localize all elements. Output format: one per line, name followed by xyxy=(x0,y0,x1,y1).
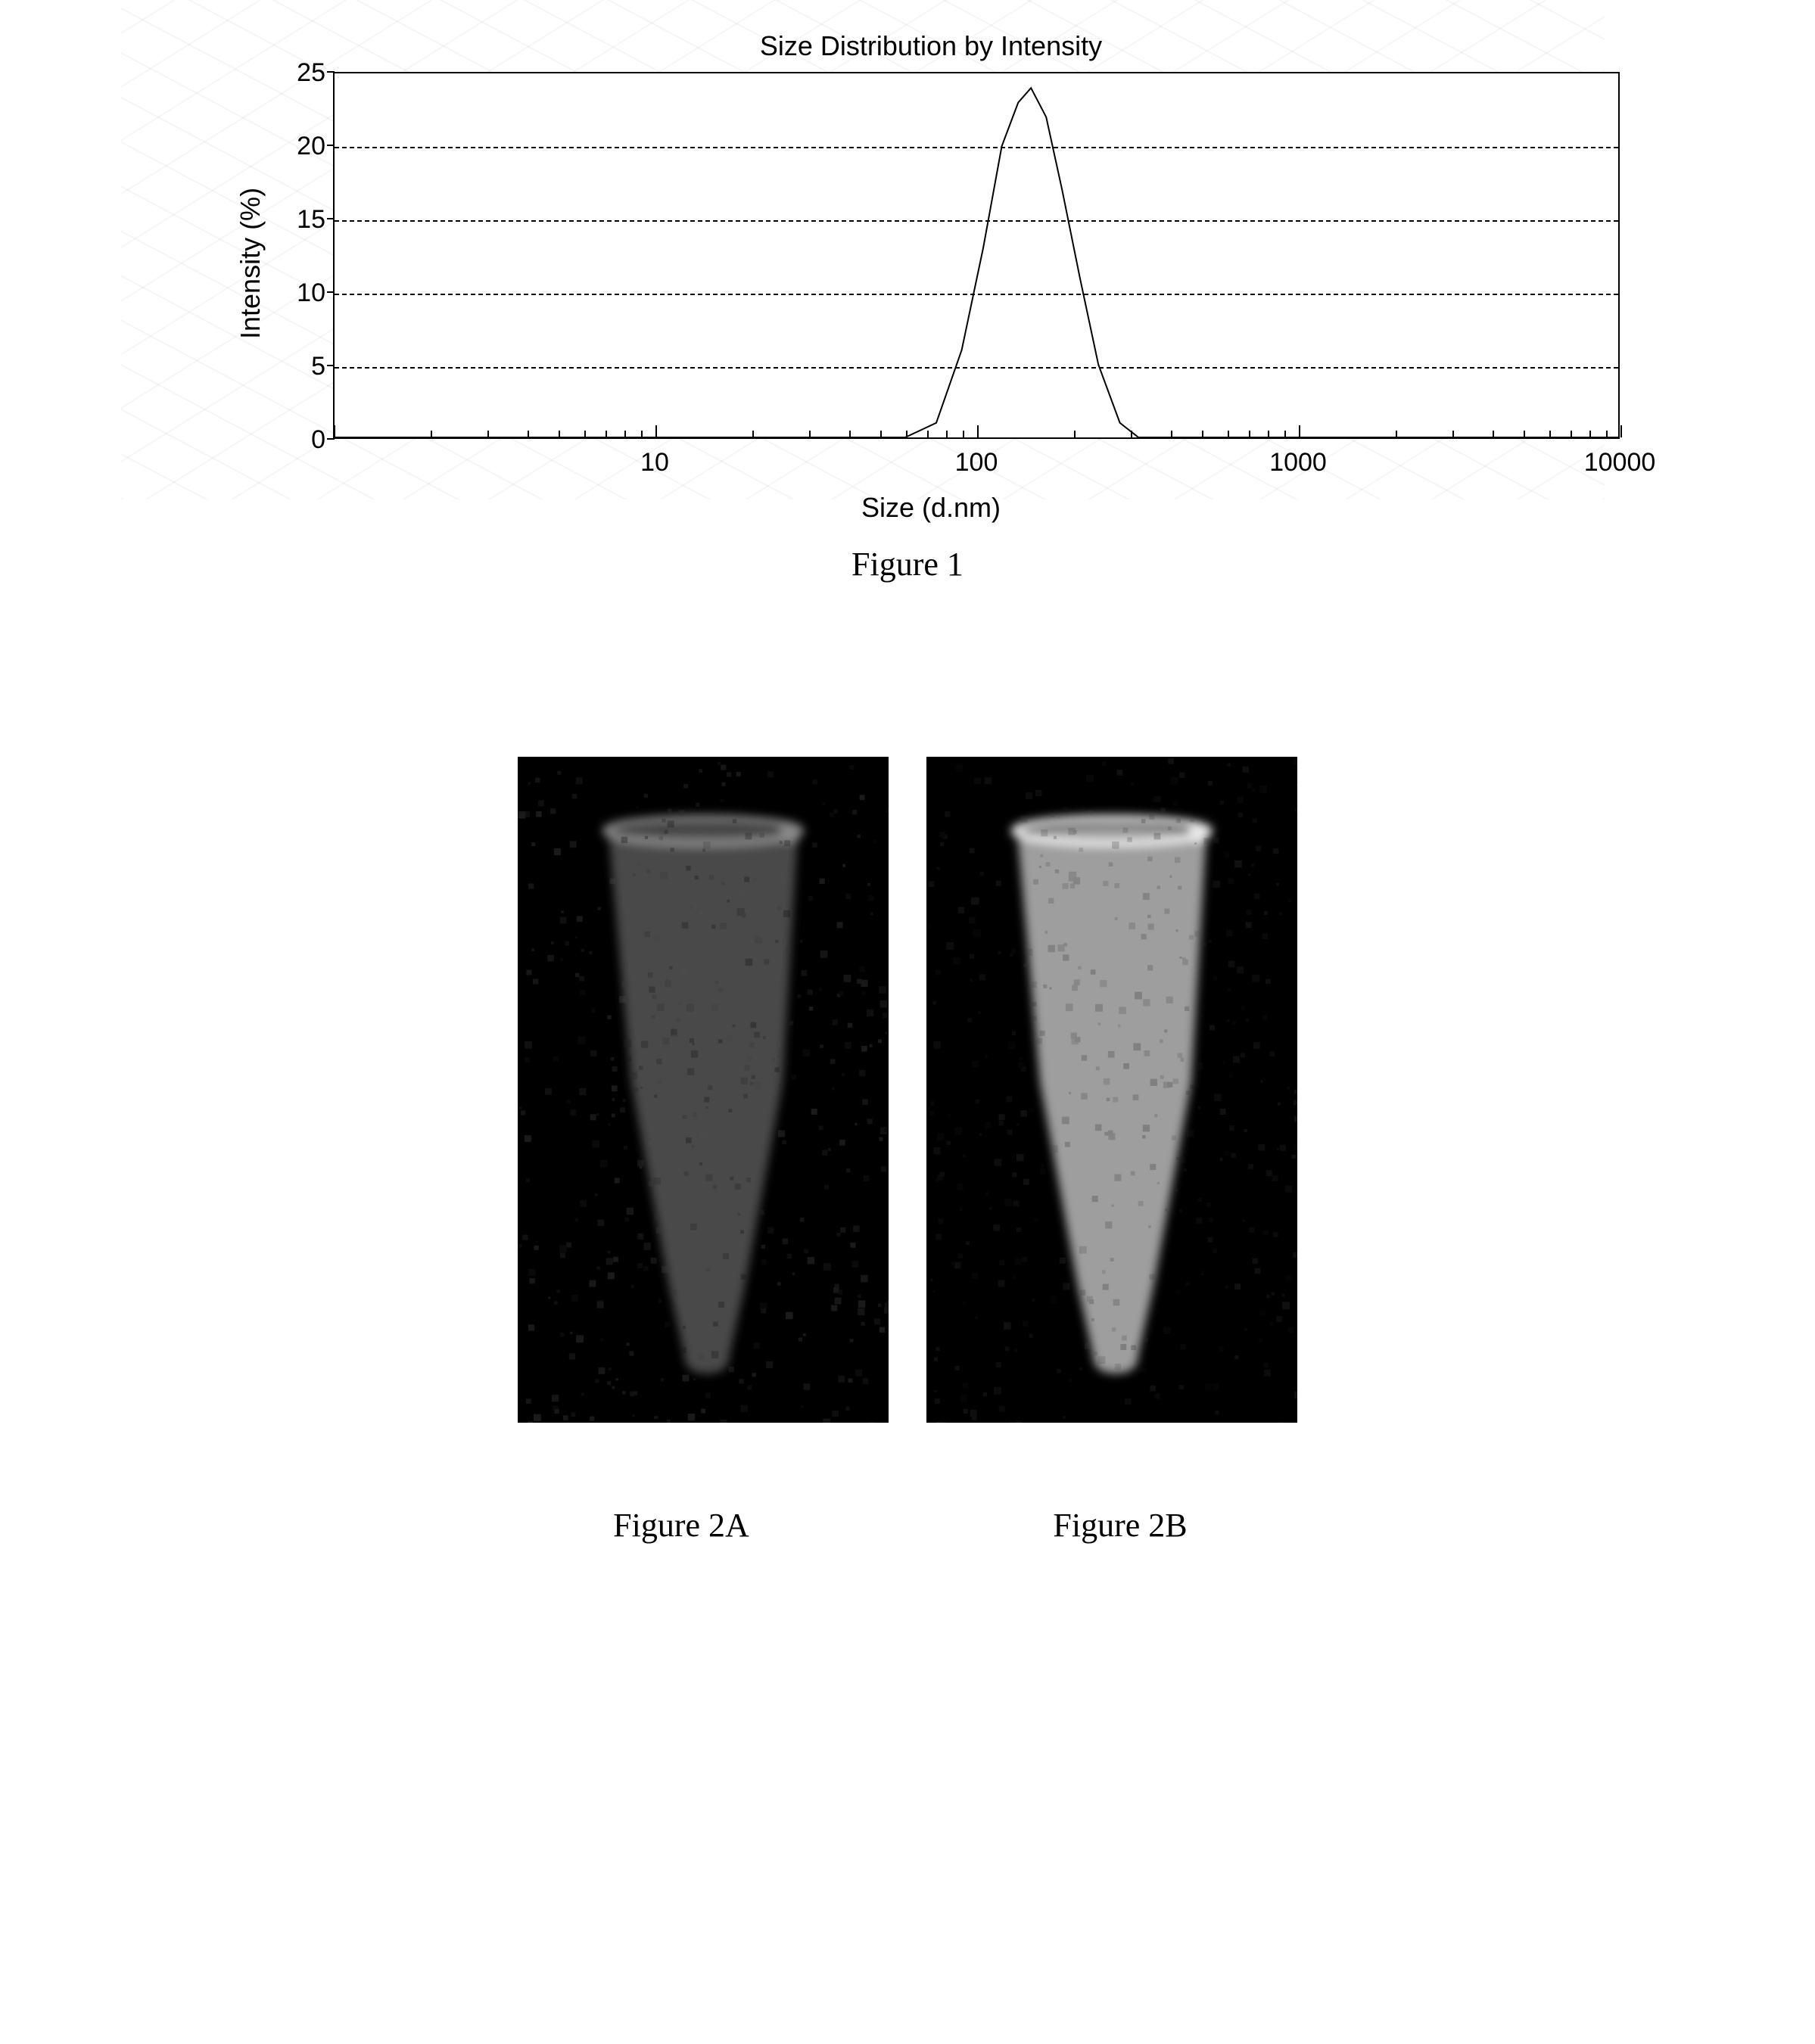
x-axis-label: Size (d.nm) xyxy=(219,492,1642,524)
x-tick-minor xyxy=(1524,431,1525,437)
x-tick-minor xyxy=(1452,431,1454,437)
size-distribution-chart: Size Distribution by Intensity Intensity… xyxy=(219,23,1642,598)
figure-1-caption: Figure 1 xyxy=(98,545,1717,583)
y-tick-label: 10 xyxy=(288,278,325,308)
y-tick-label: 5 xyxy=(288,352,325,381)
x-tick-minor xyxy=(1284,431,1286,437)
x-tick-minor xyxy=(487,431,489,437)
x-tick-minor xyxy=(641,431,643,437)
y-tick-label: 0 xyxy=(288,425,325,455)
x-tick-minor xyxy=(1571,431,1572,437)
x-tick-minor xyxy=(752,431,754,437)
x-tick-minor xyxy=(927,431,929,437)
x-tick-minor xyxy=(880,431,882,437)
x-tick-minor xyxy=(559,431,560,437)
x-tick-minor xyxy=(946,431,948,437)
chart-gridline xyxy=(335,147,1618,148)
tube-panel-svg xyxy=(518,757,889,1423)
x-tick-label: 100 xyxy=(955,448,998,478)
x-tick-major xyxy=(334,425,335,437)
x-tick-minor xyxy=(1131,431,1132,437)
x-tick-minor xyxy=(606,431,607,437)
x-tick-minor xyxy=(1268,431,1269,437)
chart-plot-area xyxy=(333,72,1620,439)
tube-panel-svg xyxy=(926,757,1297,1423)
x-tick-minor xyxy=(1249,431,1250,437)
x-tick-minor xyxy=(1549,431,1551,437)
x-tick-major xyxy=(655,425,657,437)
chart-gridline xyxy=(335,367,1618,369)
x-tick-major xyxy=(1620,425,1622,437)
figure-2a-panel xyxy=(518,757,889,1423)
chart-gridline xyxy=(335,220,1618,222)
y-axis-label: Intensity (%) xyxy=(235,187,266,338)
x-tick-minor xyxy=(1074,431,1076,437)
x-tick-minor xyxy=(1202,431,1203,437)
x-tick-minor xyxy=(431,431,432,437)
figure-2a-caption: Figure 2A xyxy=(492,1506,870,1545)
y-tick-mark xyxy=(327,438,335,440)
x-tick-label: 1000 xyxy=(1269,448,1327,478)
x-tick-minor xyxy=(528,431,529,437)
y-tick-mark xyxy=(327,218,335,219)
chart-title: Size Distribution by Intensity xyxy=(219,30,1642,62)
page-container: Size Distribution by Intensity Intensity… xyxy=(98,0,1717,2044)
x-tick-minor xyxy=(963,431,964,437)
y-tick-label: 25 xyxy=(288,58,325,88)
y-tick-mark xyxy=(327,71,335,73)
x-tick-minor xyxy=(1228,431,1229,437)
y-tick-mark xyxy=(327,145,335,146)
x-tick-major xyxy=(977,425,979,437)
chart-gridline xyxy=(335,294,1618,295)
y-tick-label: 15 xyxy=(288,205,325,235)
x-tick-label: 10 xyxy=(640,448,669,478)
figure-2b-panel xyxy=(926,757,1297,1423)
y-tick-mark xyxy=(327,365,335,366)
x-tick-minor xyxy=(1171,431,1172,437)
chart-line-svg xyxy=(335,73,1618,437)
figure-2-row xyxy=(98,757,1717,1423)
x-tick-minor xyxy=(809,431,811,437)
x-tick-label: 10000 xyxy=(1584,448,1656,478)
x-tick-minor xyxy=(1589,431,1591,437)
x-tick-minor xyxy=(906,431,908,437)
y-tick-label: 20 xyxy=(288,132,325,161)
figure-2b-caption: Figure 2B xyxy=(931,1506,1309,1545)
x-tick-major xyxy=(1299,425,1300,437)
x-tick-minor xyxy=(624,431,626,437)
x-tick-minor xyxy=(584,431,586,437)
x-tick-minor xyxy=(1493,431,1494,437)
y-tick-mark xyxy=(327,291,335,293)
x-tick-minor xyxy=(1396,431,1397,437)
chart-data-line xyxy=(335,88,1618,437)
x-tick-minor xyxy=(1606,431,1608,437)
x-tick-minor xyxy=(849,431,851,437)
